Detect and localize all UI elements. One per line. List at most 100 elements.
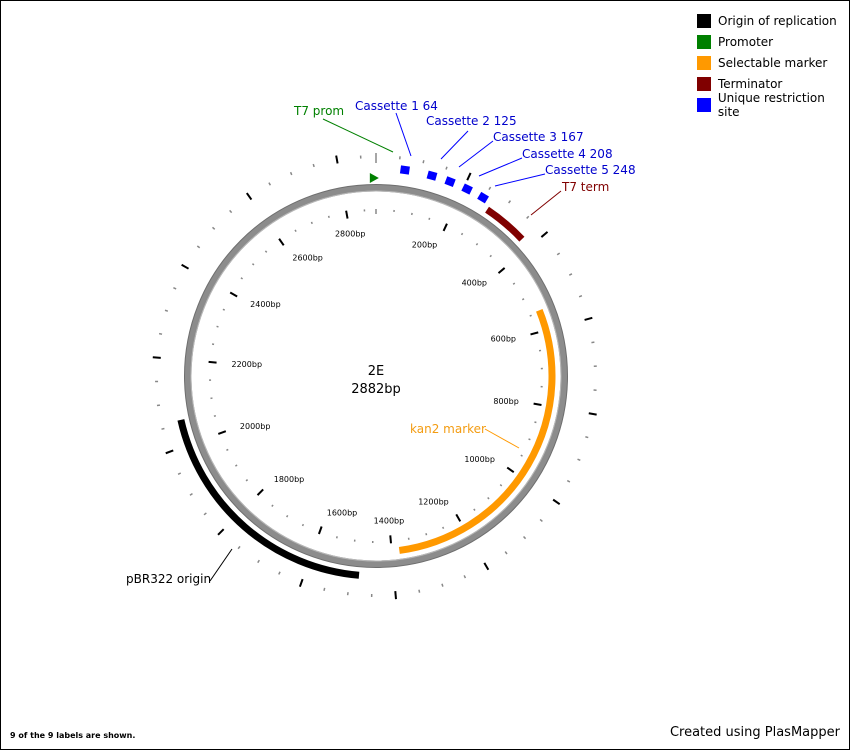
outer-tick	[238, 546, 240, 548]
restriction-site-label: Cassette 2 125	[426, 114, 517, 128]
legend-label: Selectable marker	[718, 56, 827, 70]
outer-tick	[247, 193, 252, 200]
minor-tick	[462, 233, 463, 235]
outer-tick	[464, 575, 465, 578]
major-tick	[346, 211, 347, 219]
minor-tick	[226, 449, 228, 450]
major-tick	[218, 431, 226, 434]
minor-tick	[426, 533, 427, 535]
restriction-site-swatch-icon	[697, 98, 711, 112]
restriction-site-label: Cassette 5 248	[545, 163, 636, 177]
leader-line	[485, 429, 519, 448]
outer-tick	[182, 265, 189, 269]
credit-text: Created using PlasMapper	[670, 725, 840, 740]
outer-tick	[258, 560, 260, 563]
outer-tick	[395, 591, 396, 599]
labels-shown-note: 9 of the 9 labels are shown.	[10, 731, 135, 740]
scale-label: 1200bp	[418, 497, 449, 506]
outer-tick	[153, 357, 161, 358]
minor-tick	[272, 505, 273, 507]
scale-label: 2000bp	[240, 422, 271, 431]
minor-tick	[513, 283, 515, 284]
major-tick	[444, 224, 447, 231]
restriction-site-marker	[400, 165, 410, 174]
outer-tick	[190, 494, 193, 496]
outer-tick	[585, 318, 593, 320]
minor-tick	[443, 527, 444, 529]
minor-tick	[476, 243, 477, 245]
outer-tick	[467, 173, 470, 180]
outer-tick	[212, 227, 214, 229]
scale-label: 1600bp	[327, 508, 358, 517]
minor-tick	[500, 485, 502, 486]
outer-tick	[585, 437, 588, 438]
terminator-swatch-icon	[697, 77, 711, 91]
origin-swatch-icon	[697, 14, 711, 28]
outer-tick	[567, 481, 570, 482]
outer-tick	[166, 450, 174, 453]
outer-tick	[589, 413, 597, 414]
restriction-site-label: Cassette 4 208	[522, 147, 613, 161]
minor-tick	[252, 264, 253, 265]
outer-tick	[173, 288, 176, 289]
scale-label: 1800bp	[274, 475, 305, 484]
legend: Origin of replication Promoter Selectabl…	[697, 10, 849, 115]
scale-label: 2400bp	[250, 300, 281, 309]
minor-tick	[329, 216, 330, 218]
promoter-swatch-icon	[697, 35, 711, 49]
scale-label: 2600bp	[292, 254, 323, 263]
feature-label: kan2 marker	[410, 422, 486, 436]
restriction-site-marker	[444, 176, 455, 187]
outer-tick	[204, 513, 206, 515]
outer-tick	[230, 210, 232, 212]
outer-tick	[489, 187, 491, 190]
restriction-site-marker	[427, 171, 438, 181]
outer-tick	[161, 428, 164, 429]
scale-label: 2800bp	[335, 229, 366, 238]
outer-tick	[197, 246, 199, 248]
minor-tick	[490, 255, 491, 256]
scale-label: 800bp	[493, 397, 518, 406]
feature-label: pBR322 origin	[126, 572, 211, 586]
minor-tick	[265, 251, 266, 252]
legend-label: Terminator	[718, 77, 782, 91]
minor-tick	[474, 509, 475, 511]
major-tick	[534, 404, 542, 405]
outer-tick	[218, 529, 224, 535]
legend-item-origin: Origin of replication	[697, 10, 849, 31]
outer-tick	[269, 183, 270, 186]
outer-tick	[540, 519, 542, 521]
minor-tick	[534, 422, 536, 423]
legend-item-restriction-site: Unique restriction site	[697, 94, 849, 115]
outer-tick	[291, 172, 292, 175]
outer-tick	[159, 334, 162, 335]
outer-tick	[324, 588, 325, 591]
minor-tick	[488, 497, 489, 498]
scale-label: 200bp	[412, 241, 437, 250]
outer-tick	[557, 253, 559, 255]
minor-tick	[295, 230, 296, 232]
feature-label: T7 term	[561, 180, 609, 194]
leader-line	[459, 141, 493, 167]
legend-label: Unique restriction site	[718, 91, 849, 119]
outer-tick	[279, 572, 280, 575]
leader-line	[479, 158, 522, 176]
scale-label: 600bp	[491, 334, 516, 343]
minor-tick	[522, 299, 524, 300]
outer-tick	[178, 473, 181, 474]
major-tick	[230, 293, 237, 297]
minor-tick	[287, 515, 288, 517]
minor-tick	[521, 455, 523, 456]
outer-tick	[553, 500, 560, 505]
minor-tick	[235, 465, 237, 466]
plasmid-length: 2882bp	[351, 382, 401, 397]
scale-label: 2200bp	[232, 360, 263, 369]
major-tick	[390, 535, 391, 543]
minor-tick	[303, 524, 304, 526]
leader-line	[323, 119, 393, 152]
minor-tick	[223, 309, 225, 310]
minor-tick	[311, 222, 312, 224]
major-tick	[258, 489, 264, 495]
outer-tick	[579, 296, 582, 297]
